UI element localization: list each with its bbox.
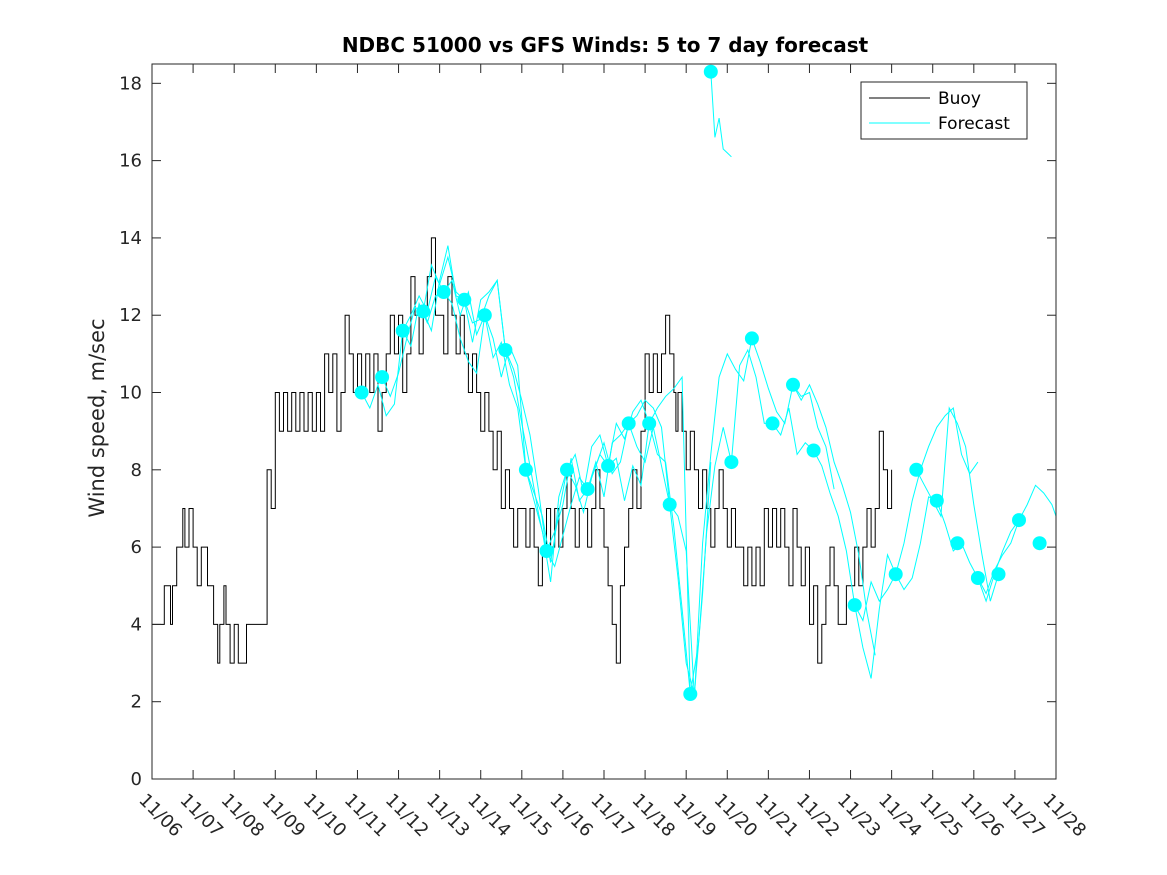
y-tick-label: 14 (119, 228, 142, 249)
forecast-series-line-15 (669, 338, 753, 698)
forecast-marker (806, 443, 821, 458)
forecast-marker (601, 458, 616, 473)
forecast-marker (395, 323, 410, 338)
forecast-marker (1032, 536, 1047, 551)
forecast-marker (436, 285, 451, 299)
forecast-marker (662, 497, 677, 512)
y-tick-label: 12 (119, 305, 142, 326)
forecast-marker (354, 385, 369, 400)
forecast-series-line-19 (792, 383, 876, 656)
chart-title: NDBC 51000 vs GFS Winds: 5 to 7 day fore… (342, 33, 869, 57)
forecast-marker (539, 544, 554, 558)
forecast-marker (909, 462, 924, 477)
forecast-marker (724, 455, 739, 470)
forecast-marker (477, 308, 492, 323)
forecast-marker (703, 64, 718, 79)
forecast-marker (621, 416, 636, 431)
legend: Buoy Forecast (860, 81, 1028, 140)
y-tick-label: 6 (131, 537, 142, 558)
y-axis-label: Wind speed, m/sec (85, 318, 109, 517)
forecast-marker (416, 304, 431, 319)
legend-buoy-label: Buoy (938, 89, 981, 109)
forecast-marker (498, 343, 513, 357)
y-tick-label: 18 (119, 73, 142, 94)
y-tick-label: 8 (131, 460, 142, 481)
y-tick-label: 0 (131, 769, 142, 790)
forecast-marker (847, 598, 862, 613)
forecast-marker (457, 292, 472, 307)
buoy-series-line (152, 237, 893, 664)
forecast-marker (765, 416, 780, 431)
forecast-marker (1012, 513, 1026, 528)
forecast-marker (950, 536, 965, 551)
forecast-series-line-22 (895, 407, 979, 575)
forecast-marker (991, 567, 1006, 582)
forecast-marker (560, 462, 574, 477)
plot-series-group (152, 64, 1056, 701)
forecast-marker (888, 567, 903, 582)
forecast-marker (683, 687, 698, 701)
forecast-marker (375, 370, 390, 385)
y-tick-label: 16 (119, 151, 142, 172)
forecast-marker (744, 331, 759, 346)
y-tick-label: 10 (119, 383, 142, 404)
y-tick-label: 2 (131, 692, 142, 713)
forecast-marker (929, 493, 944, 508)
forecast-series-line-16 (710, 71, 732, 158)
forecast-marker (518, 462, 533, 477)
forecast-marker (970, 571, 985, 585)
forecast-marker (580, 482, 595, 497)
forecast-marker (642, 416, 657, 431)
forecast-series-line-23 (915, 406, 999, 602)
legend-box (860, 81, 1028, 140)
plot-area (152, 64, 1056, 701)
forecast-marker (786, 377, 800, 392)
y-tick-label: 4 (131, 614, 142, 635)
legend-forecast-label: Forecast (938, 114, 1010, 134)
